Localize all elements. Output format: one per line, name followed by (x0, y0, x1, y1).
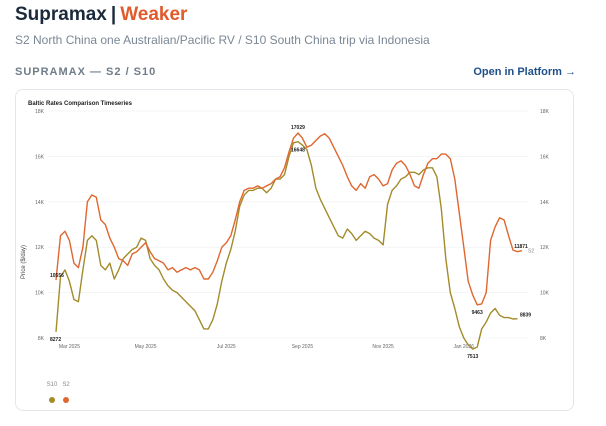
chart-title: Baltic Rates Comparison Timeseries (28, 101, 133, 107)
y-tick-label: 18K (35, 109, 45, 115)
x-tick-label: Jan 2026 (453, 344, 474, 350)
chart-card: Baltic Rates Comparison Timeseries 8K 10K… (15, 89, 574, 411)
data-label: 11871 (514, 244, 528, 250)
data-label: 9463 (472, 310, 483, 316)
data-label: 8272 (50, 337, 61, 343)
y-axis-label: Price ($/day) (21, 245, 27, 279)
data-label: 16648 (291, 148, 305, 154)
y-tick-label-right: 18K (540, 109, 550, 115)
series-line-s10 (55, 141, 518, 350)
x-tick-label: Jul 2025 (217, 344, 236, 350)
y-tick-label-right: 12K (540, 245, 550, 251)
y-tick-label-right: 16K (540, 154, 550, 160)
x-tick-label: Sep 2025 (292, 344, 314, 350)
y-tick-label: 10K (35, 291, 45, 297)
header-title: Supramax | Weaker (15, 4, 187, 26)
y-tick-label: 8K (38, 336, 45, 342)
vessel-class-title: Supramax (15, 4, 107, 25)
data-label: 10556 (50, 273, 64, 279)
route-code: SUPRAMAX — S2 / S10 (15, 66, 157, 78)
x-tick-label: May 2025 (135, 344, 157, 350)
data-label: 17029 (291, 125, 305, 131)
y-tick-label: 14K (35, 200, 45, 206)
legend-marker (49, 397, 55, 403)
title-separator: | (110, 4, 117, 25)
legend-marker (63, 397, 69, 403)
legend-label: S10 (47, 382, 58, 388)
y-tick-label-right: 14K (540, 200, 550, 206)
x-tick-label: Mar 2025 (59, 344, 80, 350)
y-tick-label-right: 10K (540, 291, 550, 297)
y-tick-label-right: 8K (540, 336, 547, 342)
x-tick-label: Nov 2025 (372, 344, 394, 350)
data-label: 7513 (467, 354, 478, 360)
open-in-platform-link[interactable]: Open in Platform → (473, 66, 576, 78)
rates-chart: Baltic Rates Comparison Timeseries 8K 10K… (21, 90, 550, 403)
series-end-label: S2 (528, 249, 534, 255)
route-description: S2 North China one Australian/Pacific RV… (15, 33, 430, 47)
data-label: 8839 (520, 313, 531, 319)
y-tick-label: 12K (35, 245, 45, 251)
series-line-s2 (55, 132, 523, 306)
legend-label: S2 (62, 382, 70, 388)
market-status: Weaker (120, 4, 188, 25)
series-end-label: S10 (528, 90, 537, 92)
y-tick-label: 16K (35, 154, 45, 160)
